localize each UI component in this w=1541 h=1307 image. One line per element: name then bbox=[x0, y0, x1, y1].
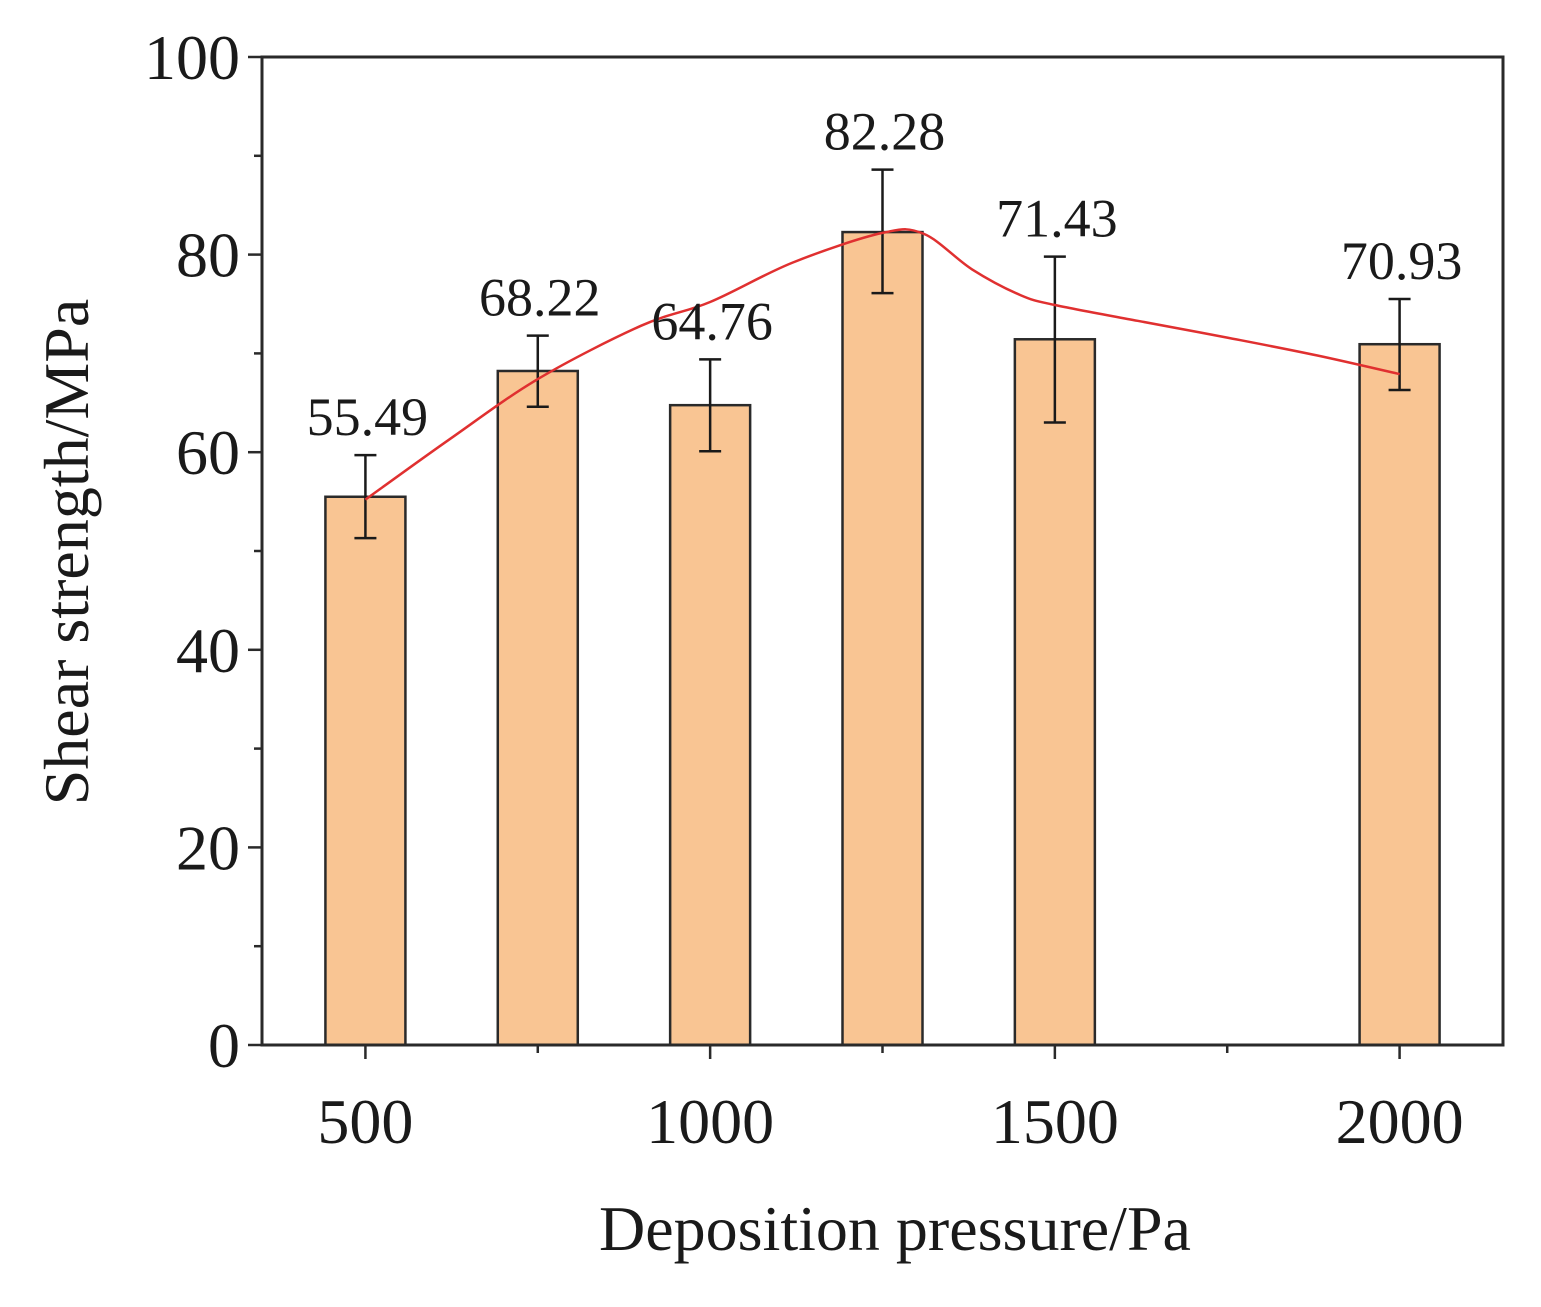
y-axis-title: Shear strength/MPa bbox=[31, 299, 102, 806]
trend-line bbox=[364, 228, 1400, 501]
error-bars-layer bbox=[354, 168, 1411, 540]
value-label-750: 68.22 bbox=[479, 268, 601, 328]
y-tick-label-40: 40 bbox=[176, 615, 240, 686]
y-tick-label-0: 0 bbox=[208, 1010, 240, 1081]
bar-1250 bbox=[841, 230, 924, 1047]
x-tick-label-2000: 2000 bbox=[1336, 1086, 1464, 1157]
bar-500 bbox=[324, 495, 407, 1047]
value-labels-layer: 55.49 68.22 64.76 82.28 71.43 70.93 bbox=[307, 102, 1463, 448]
bars-layer bbox=[324, 230, 1441, 1047]
y-tick-label-80: 80 bbox=[176, 220, 240, 291]
x-tick-label-1500: 1500 bbox=[991, 1086, 1119, 1157]
value-label-1000: 64.76 bbox=[651, 291, 773, 351]
value-label-1500: 71.43 bbox=[996, 189, 1118, 249]
bar-2000 bbox=[1358, 342, 1441, 1047]
y-tick-label-100: 100 bbox=[144, 22, 240, 93]
bar-750 bbox=[496, 369, 580, 1047]
value-label-2000: 70.93 bbox=[1341, 231, 1463, 291]
value-label-500: 55.49 bbox=[307, 387, 429, 447]
bar-1000 bbox=[668, 403, 752, 1047]
tick-labels-layer: 0 20 40 60 80 100 500 1000 1500 2000 bbox=[144, 22, 1464, 1157]
value-label-1250: 82.28 bbox=[824, 102, 946, 162]
trend-line-layer bbox=[364, 228, 1400, 501]
bar-1500 bbox=[1013, 338, 1097, 1047]
y-tick-label-20: 20 bbox=[176, 812, 240, 883]
ticks-layer bbox=[248, 55, 1401, 1059]
x-tick-label-1000: 1000 bbox=[646, 1086, 774, 1157]
x-tick-label-500: 500 bbox=[317, 1086, 413, 1157]
y-tick-label-60: 60 bbox=[176, 417, 240, 488]
x-axis-title: Deposition pressure/Pa bbox=[599, 1193, 1191, 1264]
